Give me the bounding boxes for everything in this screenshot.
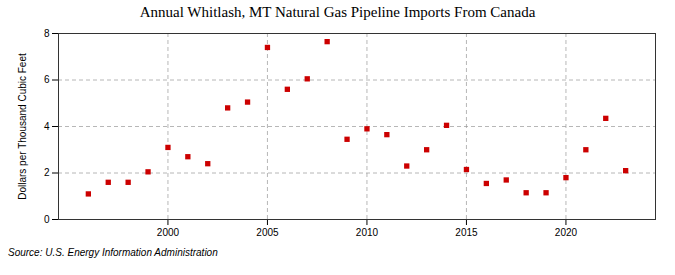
svg-text:2015: 2015 — [455, 227, 478, 238]
svg-text:8: 8 — [44, 28, 50, 39]
svg-text:0: 0 — [44, 214, 50, 225]
svg-text:2000: 2000 — [157, 227, 180, 238]
svg-text:2: 2 — [44, 167, 50, 178]
svg-text:2020: 2020 — [555, 227, 578, 238]
svg-text:2010: 2010 — [356, 227, 379, 238]
svg-text:6: 6 — [44, 74, 50, 85]
svg-text:4: 4 — [44, 121, 50, 132]
svg-text:2005: 2005 — [256, 227, 279, 238]
html-text:Source: U.S. Energy Informatio: Source: U.S. Energy Information Administ… — [8, 247, 218, 258]
html-text:Annual Whitlash, MT Natural Ga: Annual Whitlash, MT Natural Gas Pipeline… — [139, 4, 536, 20]
svg-text:Dollars per Thousand Cubic Fee: Dollars per Thousand Cubic Feet — [17, 53, 28, 200]
